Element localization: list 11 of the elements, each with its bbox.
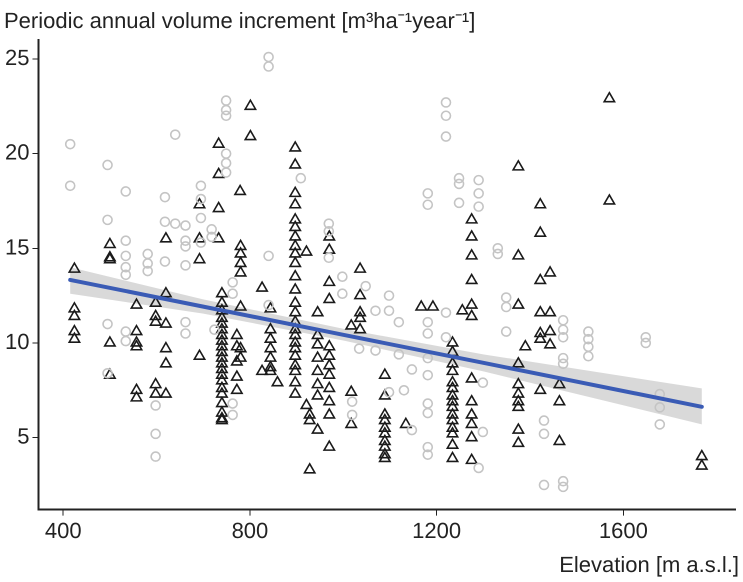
x-tick-label: 1200 [412, 518, 462, 543]
y-tick-label: 15 [4, 234, 30, 260]
y-tick-label: 25 [4, 45, 30, 70]
y-axis-title: Periodic annual volume increment [m³ha⁻¹year⁻¹] [4, 7, 476, 34]
x-tick-label: 400 [44, 518, 82, 543]
x-axis-title: Elevation [m a.s.l.] [559, 552, 739, 578]
y-tick-label: 20 [4, 140, 30, 165]
y-tick-label: 10 [4, 329, 30, 354]
y-tick-label: 5 [17, 424, 30, 449]
x-tick-label: 1600 [598, 518, 648, 543]
x-tick-label: 800 [232, 518, 268, 543]
